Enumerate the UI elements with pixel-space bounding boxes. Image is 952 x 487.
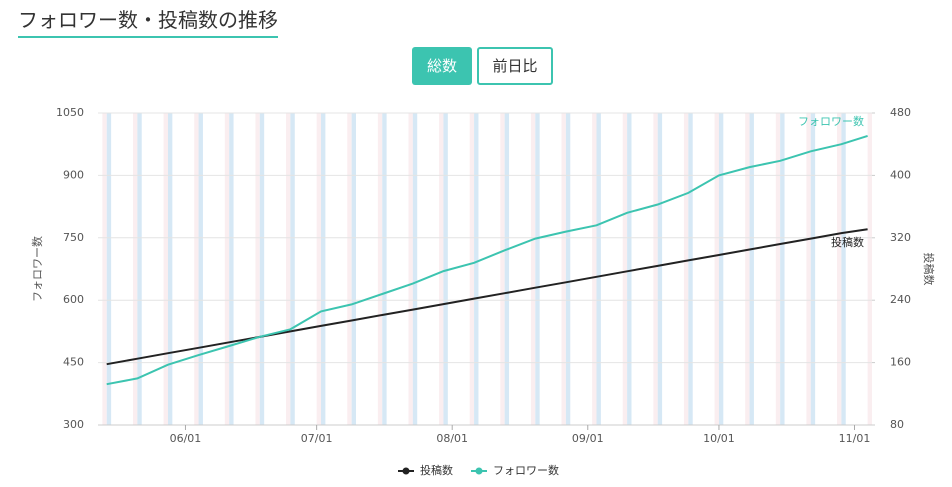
weekend-band bbox=[806, 113, 811, 425]
weekend-band bbox=[780, 113, 785, 425]
weekend-band bbox=[408, 113, 413, 425]
weekend-band bbox=[810, 113, 816, 425]
weekend-band bbox=[102, 113, 107, 425]
weekend-band bbox=[596, 113, 601, 425]
weekend-band bbox=[535, 113, 540, 425]
weekend-band bbox=[837, 113, 842, 425]
tab-total[interactable]: 総数 bbox=[412, 47, 472, 85]
weekend-band bbox=[443, 113, 448, 425]
weekend-band bbox=[412, 113, 418, 425]
y-tick-label: 300 bbox=[63, 418, 84, 431]
y-tick-label: 600 bbox=[63, 293, 84, 306]
weekend-band bbox=[194, 113, 199, 425]
weekend-band bbox=[469, 113, 475, 425]
y2-tick-label: 400 bbox=[890, 168, 911, 181]
weekend-band bbox=[657, 113, 663, 425]
y-tick-label: 900 bbox=[63, 168, 84, 181]
x-tick-label: 11/01 bbox=[839, 432, 871, 445]
x-tick-label: 07/01 bbox=[301, 432, 333, 445]
weekend-band bbox=[749, 113, 754, 425]
legend-label: フォロワー数 bbox=[493, 464, 559, 477]
weekend-band bbox=[137, 113, 142, 425]
weekend-band bbox=[745, 113, 750, 425]
weekend-band bbox=[622, 113, 628, 425]
weekend-band bbox=[530, 113, 536, 425]
y2-tick-label: 480 bbox=[890, 106, 911, 119]
weekend-band bbox=[347, 113, 352, 425]
weekend-band bbox=[627, 113, 632, 425]
series-line bbox=[106, 134, 868, 386]
weekend-band bbox=[718, 113, 724, 425]
weekend-band bbox=[377, 113, 383, 425]
weekend-band bbox=[775, 113, 781, 425]
x-tick-label: 08/01 bbox=[436, 432, 468, 445]
series-end-label: フォロワー数 bbox=[798, 115, 864, 128]
series-end-label: 投稿数 bbox=[831, 235, 864, 249]
weekend-band bbox=[259, 113, 265, 425]
weekend-band bbox=[255, 113, 260, 425]
y2-tick-label: 80 bbox=[890, 418, 904, 431]
weekend-band bbox=[351, 113, 356, 425]
weekend-band bbox=[714, 113, 719, 425]
tab-daily-diff[interactable]: 前日比 bbox=[477, 47, 553, 85]
weekend-band bbox=[683, 113, 689, 425]
weekend-band bbox=[321, 113, 326, 425]
weekend-band bbox=[106, 113, 112, 425]
weekend-band bbox=[474, 113, 479, 425]
weekend-band bbox=[500, 113, 505, 425]
x-tick-label: 06/01 bbox=[170, 432, 202, 445]
weekend-band bbox=[382, 113, 387, 425]
weekend-band bbox=[198, 113, 203, 425]
x-tick-label: 09/01 bbox=[572, 432, 604, 445]
weekend-band bbox=[132, 113, 138, 425]
weekend-band bbox=[163, 113, 168, 425]
weekend-band bbox=[224, 113, 230, 425]
y2-tick-label: 240 bbox=[890, 293, 911, 306]
series-line bbox=[106, 228, 868, 366]
y2-tick-label: 160 bbox=[890, 356, 911, 369]
y-tick-label: 450 bbox=[63, 356, 84, 369]
x-tick-label: 10/01 bbox=[703, 432, 735, 445]
page-title: フォロワー数・投稿数の推移 bbox=[18, 4, 278, 38]
weekend-band bbox=[439, 113, 444, 425]
weekend-band bbox=[316, 113, 322, 425]
weekend-band bbox=[592, 113, 597, 425]
weekend-band bbox=[229, 113, 234, 425]
y-tick-label: 1050 bbox=[56, 106, 84, 119]
weekend-band bbox=[565, 113, 571, 425]
weekend-band bbox=[867, 113, 872, 425]
y2-axis-label: 投稿数 bbox=[922, 253, 936, 286]
weekend-band bbox=[286, 113, 291, 425]
y-tick-label: 750 bbox=[63, 231, 84, 244]
weekend-band bbox=[653, 113, 658, 425]
weekend-band bbox=[290, 113, 295, 425]
weekend-band bbox=[504, 113, 510, 425]
legend-marker bbox=[475, 467, 483, 475]
weekend-band bbox=[688, 113, 693, 425]
weekend-band bbox=[561, 113, 566, 425]
y-axis-label: フォロワー数 bbox=[31, 236, 44, 302]
weekend-band bbox=[167, 113, 173, 425]
y2-tick-label: 320 bbox=[890, 231, 911, 244]
legend-marker bbox=[402, 467, 410, 475]
weekend-band bbox=[841, 113, 846, 425]
legend-label: 投稿数 bbox=[420, 463, 453, 477]
